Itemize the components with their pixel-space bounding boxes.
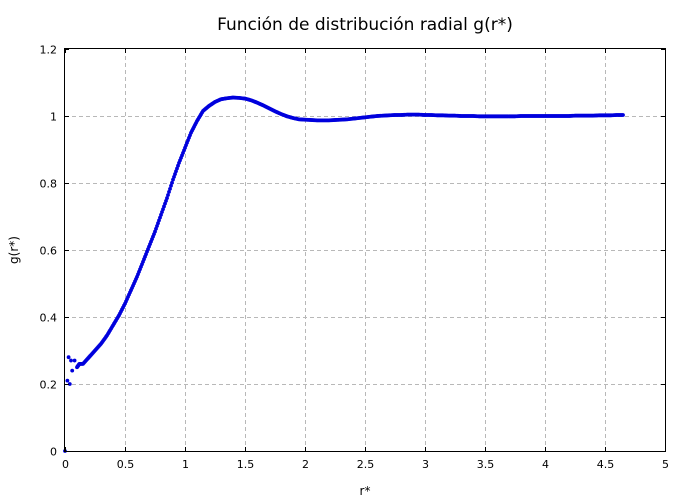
x-tick-label: 3.5 bbox=[477, 458, 495, 471]
x-tick-label: 4.5 bbox=[597, 458, 615, 471]
y-tick-label: 0.8 bbox=[40, 178, 58, 191]
data-point bbox=[169, 183, 173, 188]
x-tick-label: 0 bbox=[62, 458, 69, 471]
x-axis-label: r* bbox=[360, 484, 371, 498]
plot-frame bbox=[64, 48, 666, 452]
data-point bbox=[621, 113, 625, 117]
x-tick-label: 1 bbox=[182, 458, 189, 471]
x-tick-label: 0.5 bbox=[117, 458, 135, 471]
y-tick-label: 0 bbox=[50, 446, 57, 459]
chart-title: Función de distribución radial g(r*) bbox=[217, 15, 513, 35]
y-tick-label: 0.2 bbox=[40, 379, 58, 392]
x-tick-label: 4 bbox=[542, 458, 549, 471]
data-point bbox=[170, 180, 174, 185]
data-point bbox=[168, 186, 172, 191]
y-axis-label: g(r*) bbox=[7, 236, 21, 264]
data-point bbox=[165, 196, 169, 200]
x-tick-label: 5 bbox=[662, 458, 669, 471]
data-point bbox=[66, 355, 71, 360]
data-point bbox=[65, 378, 70, 383]
y-tick-label: 0.6 bbox=[40, 245, 58, 258]
grid-layer bbox=[65, 49, 665, 451]
y-tick-label: 0.4 bbox=[40, 312, 58, 325]
x-tick-label: 3 bbox=[422, 458, 429, 471]
data-point bbox=[167, 190, 171, 194]
x-tick-label: 1.5 bbox=[237, 458, 255, 471]
y-tick-label: 1 bbox=[50, 111, 57, 124]
y-tick-label: 1.2 bbox=[40, 44, 58, 57]
data-point bbox=[166, 193, 170, 197]
data-point bbox=[70, 368, 75, 373]
data-layer bbox=[63, 95, 625, 453]
x-tick-label: 2.5 bbox=[357, 458, 375, 471]
tick-layer: 0 0.5 1 1.5 2 2.5 3 3.5 4 4.5 5 0 0.2 0.4 0.6 0.8 1 1.2 bbox=[40, 44, 670, 472]
data-point bbox=[69, 358, 73, 363]
x-tick-label: 2 bbox=[302, 458, 309, 471]
data-point bbox=[72, 358, 77, 363]
